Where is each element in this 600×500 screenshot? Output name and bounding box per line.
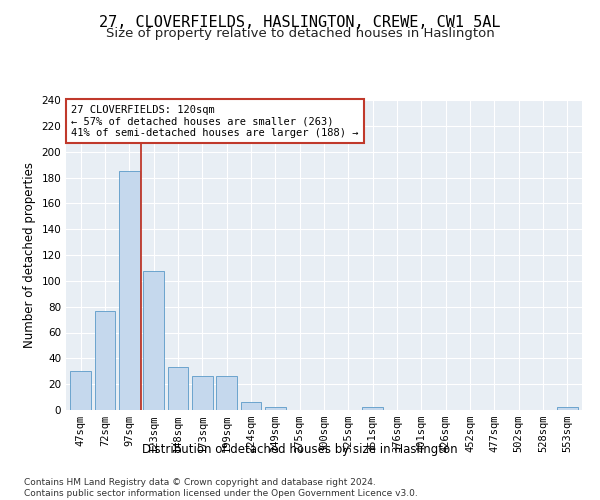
Text: 27, CLOVERFIELDS, HASLINGTON, CREWE, CW1 5AL: 27, CLOVERFIELDS, HASLINGTON, CREWE, CW1… xyxy=(99,15,501,30)
Text: Contains HM Land Registry data © Crown copyright and database right 2024.
Contai: Contains HM Land Registry data © Crown c… xyxy=(24,478,418,498)
Bar xyxy=(265,408,286,410)
Bar xyxy=(362,408,383,410)
Bar xyxy=(167,368,188,410)
Bar xyxy=(192,376,212,410)
Text: 27 CLOVERFIELDS: 120sqm
← 57% of detached houses are smaller (263)
41% of semi-d: 27 CLOVERFIELDS: 120sqm ← 57% of detache… xyxy=(71,104,359,138)
Bar xyxy=(241,402,262,410)
Y-axis label: Number of detached properties: Number of detached properties xyxy=(23,162,36,348)
Text: Size of property relative to detached houses in Haslington: Size of property relative to detached ho… xyxy=(106,28,494,40)
Bar xyxy=(95,310,115,410)
Text: Distribution of detached houses by size in Haslington: Distribution of detached houses by size … xyxy=(142,442,458,456)
Bar xyxy=(143,270,164,410)
Bar xyxy=(119,171,140,410)
Bar xyxy=(216,376,237,410)
Bar xyxy=(70,371,91,410)
Bar xyxy=(557,408,578,410)
